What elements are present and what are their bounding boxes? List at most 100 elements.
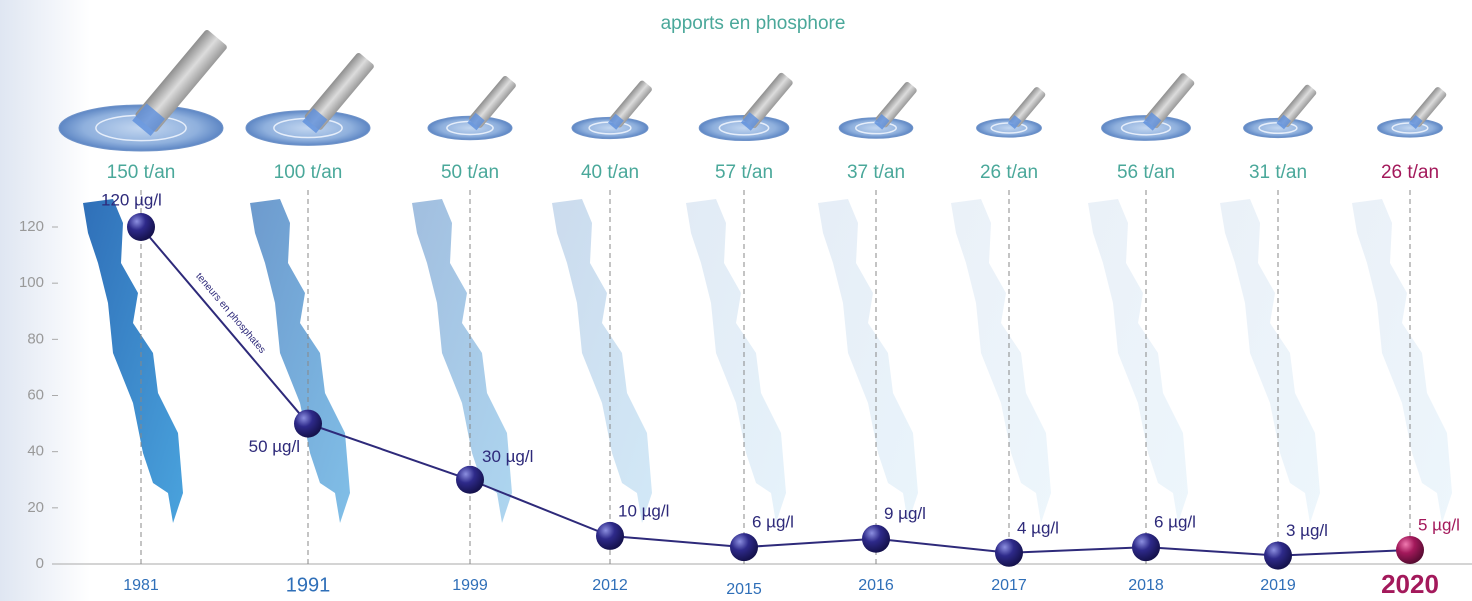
pipe <box>1277 84 1317 128</box>
point-label: 3 µg/l <box>1286 521 1328 540</box>
lake <box>552 199 652 523</box>
pipe <box>135 30 227 132</box>
pool <box>245 110 371 146</box>
water <box>607 113 624 130</box>
point-label: 6 µg/l <box>752 513 794 532</box>
lake <box>686 199 786 523</box>
point <box>1264 541 1292 570</box>
input-label: 100 t/an <box>274 162 343 183</box>
water <box>1276 114 1292 130</box>
y-tick-label: 60 <box>27 386 44 403</box>
input-label: 31 t/an <box>1249 162 1307 183</box>
input-label: 57 t/an <box>715 162 773 183</box>
water <box>1142 112 1162 131</box>
point-label: 6 µg/l <box>1154 513 1196 532</box>
point-label: 30 µg/l <box>482 447 533 466</box>
point-label: 10 µg/l <box>618 501 669 520</box>
phosphorus-input <box>1377 87 1447 138</box>
pool <box>976 118 1042 138</box>
phosphorus-input <box>838 82 917 139</box>
phosphorus-input <box>245 53 374 146</box>
x-tick-label: 1999 <box>452 577 488 594</box>
phosphorus-input <box>571 80 652 140</box>
pipe <box>304 53 374 130</box>
input-label: 26 t/an <box>980 162 1038 183</box>
background <box>0 0 90 601</box>
point <box>995 538 1023 567</box>
input-label: 26 t/an <box>1381 162 1439 183</box>
pipe <box>742 72 793 129</box>
point <box>456 465 484 494</box>
chart-title: apports en phosphore <box>661 13 846 34</box>
pool <box>1101 115 1191 141</box>
lake <box>1088 199 1188 523</box>
point <box>1396 535 1424 564</box>
lake <box>818 199 918 523</box>
pool <box>1377 118 1443 138</box>
point <box>862 524 890 553</box>
series-name: teneurs en phosphates <box>193 271 267 356</box>
y-tick-label: 20 <box>27 499 44 516</box>
x-tick-label: 1981 <box>123 577 159 594</box>
input-label: 56 t/an <box>1117 162 1175 183</box>
point-label: 4 µg/l <box>1017 518 1059 537</box>
lakes <box>83 199 1452 523</box>
phosphorus-input <box>58 30 227 152</box>
x-tick-label: 2020 <box>1381 569 1439 599</box>
phosphorus-input <box>976 87 1046 138</box>
x-tick-label: 2016 <box>858 577 894 594</box>
pipe <box>875 82 917 128</box>
point <box>596 521 624 550</box>
point <box>730 533 758 562</box>
y-tick-label: 120 <box>19 218 44 235</box>
y-tick-label: 80 <box>27 330 44 347</box>
water <box>132 103 165 137</box>
lake <box>951 199 1051 523</box>
x-tick-label: 2017 <box>991 577 1027 594</box>
phosphorus-input <box>698 72 793 142</box>
pool <box>698 114 790 142</box>
point-label: 50 µg/l <box>249 437 300 456</box>
point <box>127 213 155 241</box>
x-tick-label: 2018 <box>1128 577 1164 594</box>
point <box>1132 533 1160 562</box>
x-tick-label: 2015 <box>726 581 762 598</box>
input-label: 40 t/an <box>581 162 639 183</box>
lake <box>83 199 183 523</box>
lake <box>1220 199 1320 523</box>
pool <box>1243 117 1313 139</box>
phosphorus-input <box>1243 84 1317 139</box>
pipe <box>1410 87 1447 127</box>
x-tick-label: 2019 <box>1260 577 1296 594</box>
lake <box>250 199 350 523</box>
pipe <box>609 80 652 128</box>
water <box>467 112 485 131</box>
pipe <box>469 76 516 128</box>
water <box>874 114 890 130</box>
water <box>302 108 328 134</box>
water <box>1007 115 1022 129</box>
lake <box>1352 199 1452 523</box>
phosphorus-input <box>427 76 516 141</box>
input-label: 37 t/an <box>847 162 905 183</box>
point <box>294 409 322 438</box>
point-label: 5 µg/l <box>1418 515 1460 534</box>
point-label: 9 µg/l <box>884 504 926 523</box>
water <box>740 112 760 131</box>
pool <box>58 104 224 152</box>
pipe <box>1009 87 1046 127</box>
phosphate-line <box>140 226 1411 557</box>
y-tick-label: 100 <box>19 274 44 291</box>
pipe <box>1144 73 1195 129</box>
x-tick-label: 1991 <box>286 574 331 596</box>
input-label: 50 t/an <box>441 162 499 183</box>
phosphorus-input <box>1101 73 1195 141</box>
y-tick-label: 40 <box>27 443 44 460</box>
water <box>1408 115 1423 129</box>
x-tick-label: 2012 <box>592 577 628 594</box>
pool <box>427 115 513 141</box>
y-tick-label: 0 <box>36 555 44 572</box>
lake <box>412 199 512 523</box>
point-label: 120 µg/l <box>101 190 162 209</box>
